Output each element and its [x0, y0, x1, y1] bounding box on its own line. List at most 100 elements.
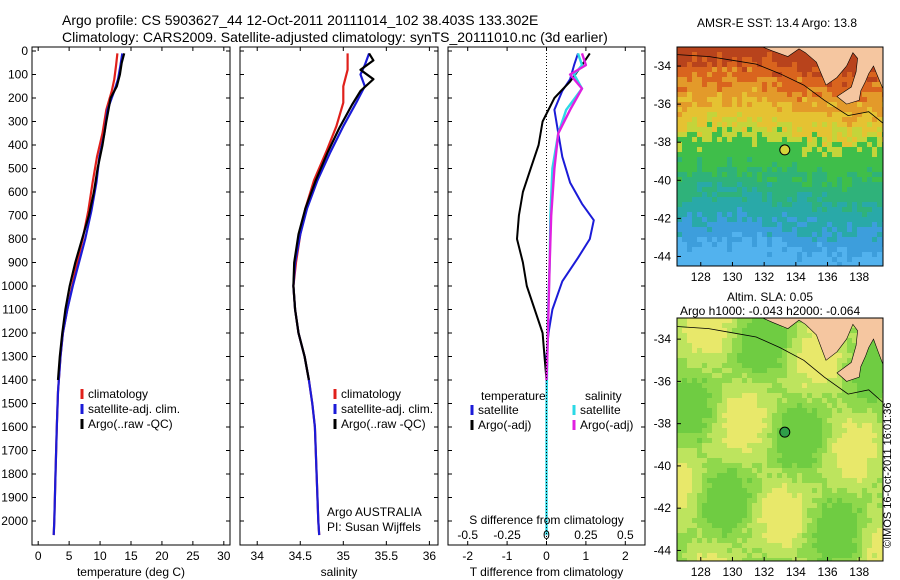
map-cell — [737, 463, 743, 469]
map-cell — [717, 518, 723, 524]
map-cell — [827, 227, 833, 233]
map-cell — [682, 378, 688, 384]
map-cell — [837, 463, 843, 469]
map-cell — [837, 418, 843, 424]
map-cell — [832, 518, 838, 524]
map-cell — [702, 428, 708, 434]
map-cell — [862, 523, 868, 529]
map-cell — [872, 92, 878, 98]
map-cell — [742, 473, 748, 479]
map-cell — [807, 473, 813, 479]
map-cell — [697, 47, 703, 53]
map-cell — [827, 553, 833, 559]
map-cell — [787, 262, 793, 266]
map-cell — [757, 488, 763, 494]
map-cell — [717, 418, 723, 424]
map-cell — [727, 177, 733, 183]
map-cell — [792, 488, 798, 494]
map-cell — [747, 363, 753, 369]
map-cell — [752, 348, 758, 354]
map-cell — [692, 257, 698, 263]
map-cell — [822, 418, 828, 424]
map-cell — [707, 167, 713, 173]
map-cell — [752, 182, 758, 188]
map-cell — [842, 147, 848, 153]
map-cell — [772, 348, 778, 354]
map-cell — [717, 523, 723, 529]
map-cell — [712, 438, 718, 444]
map-cell — [737, 358, 743, 364]
map-cell — [722, 247, 728, 253]
map-cell — [722, 438, 728, 444]
map-cell — [682, 157, 688, 163]
map-cell — [692, 152, 698, 158]
map-cell — [767, 62, 773, 68]
map-cell — [737, 523, 743, 529]
map-cell — [767, 348, 773, 354]
map-cell — [677, 393, 683, 399]
map-cell — [677, 262, 683, 266]
map-cell — [867, 548, 873, 554]
map-cell — [692, 157, 698, 163]
map-cell — [712, 257, 718, 263]
map-cell — [687, 127, 693, 133]
map-cell — [872, 538, 878, 544]
map-cell — [752, 122, 758, 128]
map-cell — [782, 77, 788, 83]
map-cell — [872, 508, 878, 514]
map-cell — [792, 127, 798, 133]
map-cell — [822, 252, 828, 258]
map-cell — [797, 513, 803, 519]
map-cell — [757, 323, 763, 329]
map-cell — [837, 438, 843, 444]
map-cell — [872, 468, 878, 474]
map-cell — [727, 162, 733, 168]
map-cell — [747, 558, 753, 561]
map-cell — [777, 458, 783, 464]
map-cell — [822, 423, 828, 429]
map-cell — [792, 348, 798, 354]
map-cell — [787, 543, 793, 549]
map-cell — [752, 333, 758, 339]
map-cell — [727, 52, 733, 58]
map-cell — [867, 227, 873, 233]
map-cell — [767, 57, 773, 63]
map-cell — [737, 197, 743, 203]
map-cell — [737, 187, 743, 193]
map-cell — [867, 107, 873, 113]
map-cell — [857, 458, 863, 464]
map-cell — [792, 358, 798, 364]
map-cell — [862, 202, 868, 208]
map-cell — [732, 473, 738, 479]
map-cell — [742, 147, 748, 153]
map-cell — [832, 97, 838, 103]
map-cell — [712, 82, 718, 88]
map-cell — [792, 438, 798, 444]
map-cell — [767, 388, 773, 394]
map-cell — [757, 378, 763, 384]
map-cell — [737, 348, 743, 354]
map-cell — [852, 503, 858, 509]
map-cell — [812, 157, 818, 163]
map-cell — [732, 443, 738, 449]
map-cell — [697, 433, 703, 439]
map-cell — [702, 393, 708, 399]
map-cell — [732, 438, 738, 444]
map-cell — [772, 363, 778, 369]
map-cell — [727, 378, 733, 384]
map-cell — [697, 553, 703, 559]
map-cell — [682, 323, 688, 329]
map-cell — [737, 393, 743, 399]
map-cell — [707, 137, 713, 143]
map-cell — [732, 207, 738, 213]
map-cell — [842, 443, 848, 449]
map-cell — [797, 373, 803, 379]
map-cell — [692, 202, 698, 208]
map-cell — [747, 478, 753, 484]
map-cell — [757, 77, 763, 83]
map-cell — [822, 167, 828, 173]
map-cell — [767, 468, 773, 474]
map-cell — [757, 398, 763, 404]
map-cell — [687, 353, 693, 359]
map-cell — [867, 368, 873, 374]
